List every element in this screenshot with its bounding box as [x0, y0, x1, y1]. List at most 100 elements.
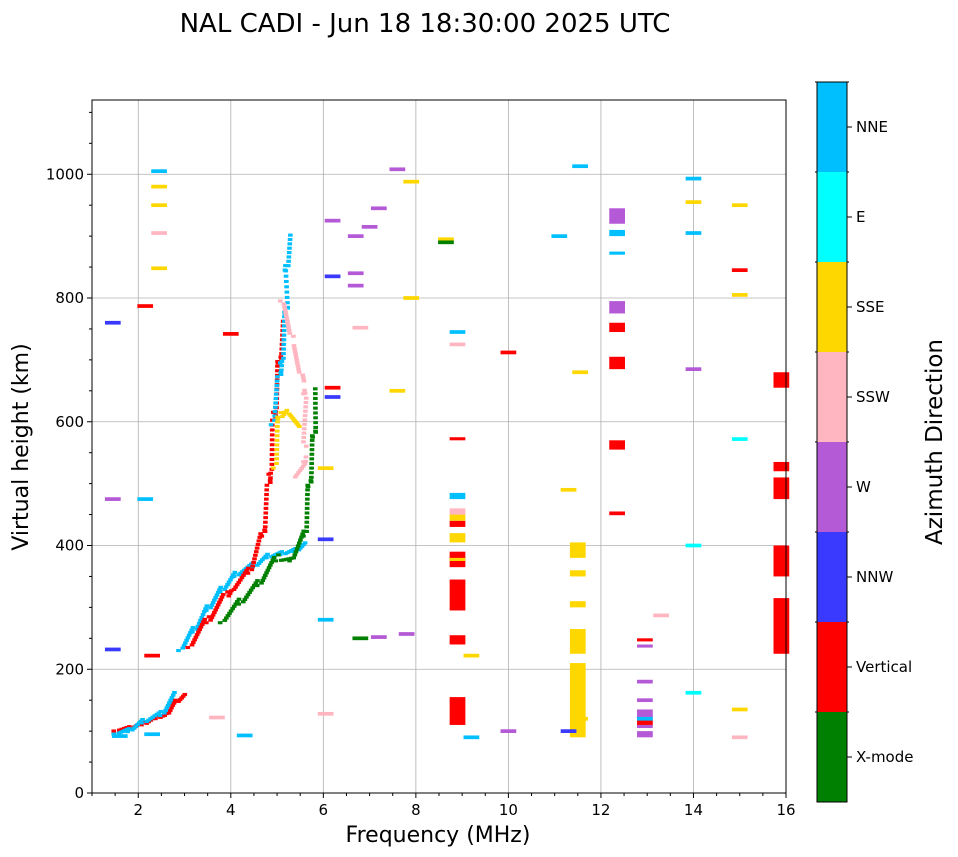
trace-cell	[294, 547, 300, 551]
echo-column	[609, 251, 625, 255]
trace-cell	[259, 534, 265, 538]
echo-point	[347, 283, 364, 288]
x-axis-label: Frequency (MHz)	[346, 823, 531, 848]
trace-cell	[213, 608, 218, 612]
trace-cell	[301, 379, 307, 383]
trace-cell	[242, 571, 248, 575]
trace-cell	[218, 598, 224, 602]
trace-cell	[245, 566, 251, 570]
echo-point	[151, 231, 167, 235]
trace-cell	[263, 511, 269, 515]
trace-cell	[213, 596, 218, 600]
trace-cell	[250, 564, 256, 568]
colorbar-label-nne: NNE	[856, 118, 888, 136]
trace-cell	[218, 585, 224, 589]
trace-cell	[153, 717, 158, 721]
echo-column	[449, 492, 466, 500]
trace-cell	[301, 376, 306, 380]
trace-cell	[269, 428, 275, 432]
echo-point	[609, 511, 625, 516]
colorbar-swatch	[817, 172, 847, 262]
trace-cell	[230, 607, 235, 611]
trace-cell	[233, 585, 238, 589]
trace-cell	[249, 568, 255, 572]
trace-cell	[274, 452, 280, 456]
trace-cell	[264, 483, 270, 487]
trace-cell	[191, 640, 196, 644]
echo-point	[370, 206, 387, 211]
trace-cell	[227, 591, 233, 595]
trace-cell	[224, 616, 229, 620]
echo-point	[370, 635, 387, 639]
trace-cell	[287, 331, 293, 335]
trace-cell	[279, 364, 284, 368]
trace-cell	[239, 576, 245, 580]
trace-cell	[268, 423, 274, 427]
trace-cell	[203, 608, 209, 612]
trace-cell	[251, 560, 256, 565]
echo-column	[569, 663, 586, 738]
colorbar-swatch	[817, 442, 847, 532]
trace-cell	[302, 414, 308, 418]
trace-cell	[292, 349, 298, 354]
trace-cell	[227, 590, 232, 594]
trace-cell	[265, 568, 271, 572]
colorbar-swatch	[817, 262, 847, 352]
trace-cell	[217, 600, 222, 604]
colorbar-swatch	[817, 532, 847, 622]
trace-cell	[288, 413, 293, 418]
echo-point	[551, 234, 568, 238]
trace-cell	[289, 415, 295, 419]
trace-cell	[287, 242, 293, 246]
trace-cell	[177, 698, 183, 702]
y-tick-label: 1000	[46, 165, 84, 183]
trace-cell	[302, 388, 307, 392]
trace-cell	[250, 586, 256, 590]
echo-column	[569, 601, 586, 608]
echo-point	[438, 240, 454, 245]
trace-cell	[135, 723, 140, 727]
trace-cell	[294, 421, 300, 425]
echo-point	[389, 167, 406, 172]
trace-cell	[254, 546, 260, 550]
trace-cell	[262, 573, 268, 577]
trace-cell	[185, 645, 191, 650]
trace-cell	[256, 539, 262, 543]
y-axis: 0 200 400 600 800 1000	[46, 111, 92, 802]
trace-cell	[222, 587, 227, 591]
trace-cell	[228, 609, 234, 613]
trace-cell	[309, 438, 315, 442]
trace-cell	[133, 724, 139, 728]
trace-cell	[212, 598, 217, 602]
trace-cell	[116, 728, 122, 732]
trace-cell	[313, 401, 318, 405]
trace-cell	[285, 322, 291, 327]
trace-cell	[181, 643, 187, 647]
colorbar-label-x-mode: X-mode	[856, 748, 913, 766]
trace-cell	[244, 595, 249, 599]
trace-cell	[301, 529, 307, 533]
echo-point	[685, 690, 702, 695]
y-tick-label: 0	[74, 784, 84, 802]
trace-cell	[304, 502, 310, 506]
echo-column	[637, 709, 653, 719]
trace-cell	[298, 546, 303, 550]
trace-cell	[131, 726, 137, 730]
echo-point	[731, 707, 748, 712]
trace-cell	[227, 611, 232, 615]
echo-column	[609, 322, 625, 333]
echo-point	[104, 497, 121, 501]
echo-point	[144, 732, 161, 737]
y-tick-label: 400	[55, 537, 84, 555]
trace-cell	[282, 410, 288, 414]
trace-cell	[164, 706, 170, 710]
trace-cell	[264, 488, 270, 492]
trace-cell	[297, 468, 303, 473]
trace-cell	[301, 440, 306, 444]
trace-cell	[220, 593, 226, 597]
trace-cell	[255, 579, 260, 583]
echo-column	[569, 542, 586, 558]
trace-cell	[189, 628, 195, 632]
trace-cell	[170, 693, 176, 697]
trace-cell	[281, 333, 287, 337]
